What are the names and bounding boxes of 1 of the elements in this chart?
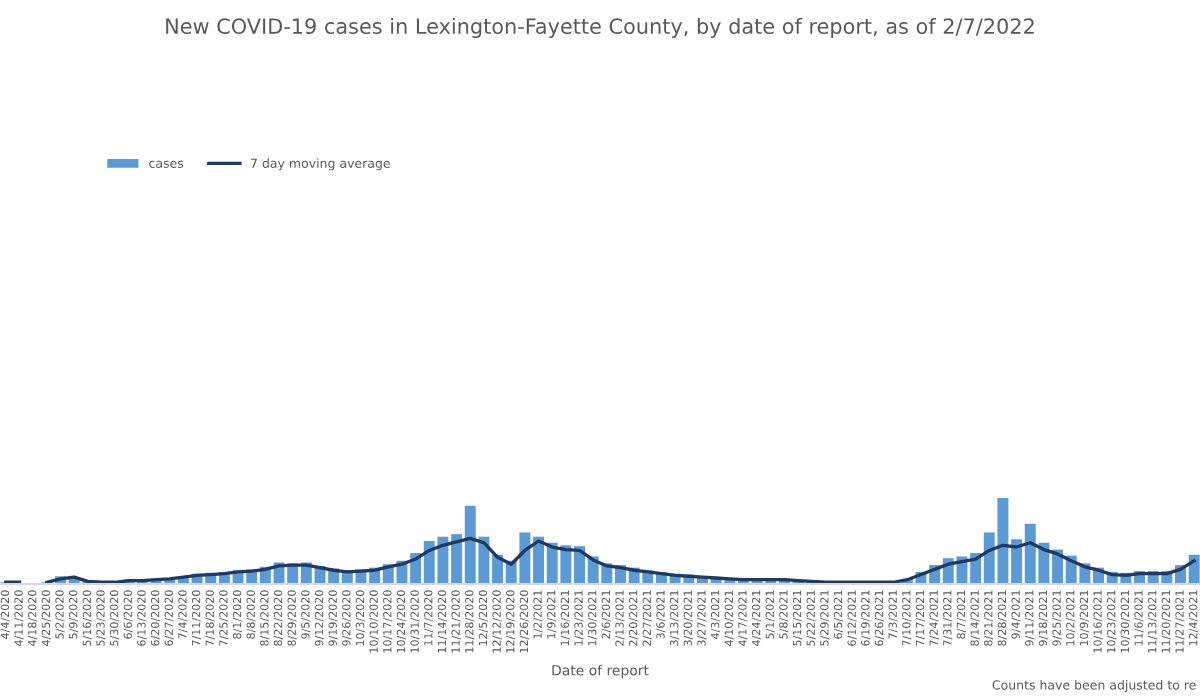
chart-title: New COVID-19 cases in Lexington-Fayette County, by date of report, as of 2/7/2022 (166, 17, 1034, 39)
